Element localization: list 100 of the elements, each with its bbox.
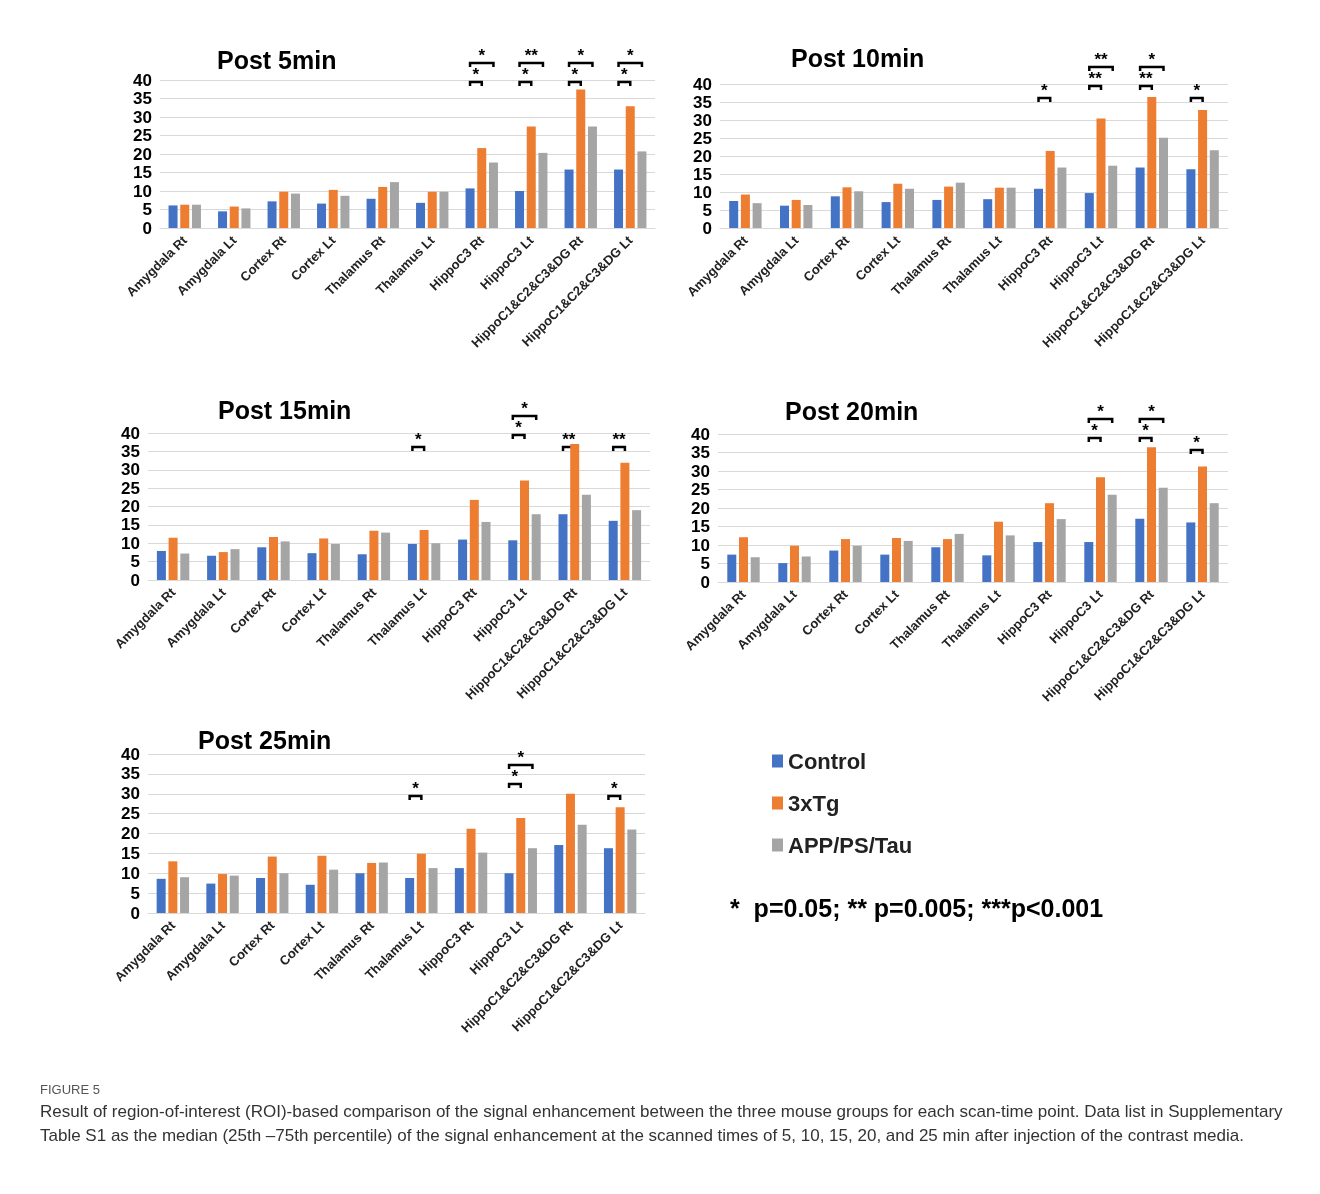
annotation: ** (562, 430, 576, 449)
bar (180, 204, 190, 228)
bar (1209, 503, 1219, 582)
bar (508, 540, 518, 580)
bar (389, 182, 399, 228)
bar (526, 126, 536, 228)
y-tick-label: 40 (133, 70, 152, 90)
bar (565, 793, 575, 913)
chart-title: Post 5min (217, 45, 337, 74)
bar (328, 189, 338, 228)
bar (405, 878, 415, 913)
text: * (1148, 402, 1156, 421)
annotation: * (472, 65, 480, 84)
annotation: * (1091, 421, 1099, 440)
bar (729, 201, 739, 228)
bar (366, 198, 376, 228)
bar (329, 869, 339, 913)
bar (983, 199, 993, 228)
bar (1107, 494, 1117, 582)
bar (1108, 165, 1118, 228)
bar (307, 553, 317, 580)
bar (317, 855, 327, 913)
bar (416, 853, 426, 913)
bar (515, 191, 525, 228)
bar (230, 549, 240, 580)
y-tick-label: 40 (691, 424, 710, 444)
bar (880, 554, 890, 582)
y-tick-label: 15 (121, 515, 140, 535)
bar (614, 169, 624, 228)
text: * p=0.05; ** p=0.005; ***p<0.001 (730, 893, 1104, 922)
bar (267, 856, 277, 913)
chart-title: Post 10min (791, 43, 925, 72)
bar (465, 188, 475, 228)
bar (290, 193, 300, 228)
bar (637, 151, 647, 228)
bar (1135, 518, 1145, 582)
bar (168, 861, 178, 913)
y-tick-label: 0 (702, 218, 712, 238)
text: ** (1094, 50, 1108, 69)
bar (428, 868, 438, 913)
bar (279, 191, 289, 228)
bar (1096, 477, 1105, 582)
bar (625, 106, 635, 228)
annotation: * (511, 767, 519, 786)
bar (842, 187, 852, 228)
bar (241, 208, 251, 228)
bar (994, 187, 1004, 228)
bar (218, 874, 228, 913)
bar (1084, 542, 1094, 582)
text: Result of region-of-interest (ROI)-based comparison of the signal enhancement between the three mouse groups for each scan-time point. Data list in Supplementary Table S1 as the median (25th –75th percentile) of the signal enhancement at the scanned times of 5, 10, 15, 20, and 25 min after injection of the contrast media. (40, 1101, 1284, 1147)
bar (279, 873, 289, 913)
y-tick-label: 25 (693, 128, 712, 148)
bar (381, 532, 391, 580)
y-tick-label: 10 (693, 182, 712, 202)
bar (1198, 109, 1208, 228)
bar (439, 191, 449, 228)
bar (778, 563, 788, 582)
bar (280, 541, 290, 580)
y-tick-label: 30 (121, 784, 140, 804)
y-tick-label: 10 (691, 535, 710, 555)
bar (330, 543, 340, 580)
bar (369, 530, 379, 580)
bar (419, 530, 429, 580)
bar (750, 557, 760, 582)
bar (206, 883, 216, 913)
y-tick-label: 30 (133, 107, 152, 127)
bar (1006, 187, 1016, 228)
bar (752, 203, 762, 228)
text: * (1097, 402, 1105, 421)
annotation: * (515, 418, 523, 437)
y-tick-label: 10 (121, 533, 140, 553)
bar (740, 194, 750, 228)
y-tick-label: 20 (121, 824, 140, 843)
bar (378, 186, 388, 228)
bar (269, 537, 278, 580)
bar (627, 829, 637, 913)
chart-title: Post 15min (218, 395, 352, 424)
bar (257, 547, 267, 580)
bar (431, 543, 441, 580)
bar (531, 514, 541, 580)
bar (478, 852, 488, 913)
y-tick-label: 0 (130, 903, 140, 923)
legend-label: Control (788, 748, 867, 774)
bar (615, 807, 625, 913)
y-tick-label: 25 (133, 126, 152, 145)
bar (944, 186, 954, 228)
bar (931, 547, 941, 582)
y-tick-label: 20 (693, 146, 712, 166)
bar (852, 545, 862, 582)
bar (305, 884, 315, 913)
y-tick-label: 15 (693, 164, 712, 184)
y-tick-label: 35 (691, 443, 710, 462)
bar (367, 862, 377, 913)
y-tick-label: 0 (130, 570, 140, 590)
bar (267, 201, 277, 228)
bar (488, 162, 498, 228)
bar (466, 828, 476, 913)
bar (830, 196, 840, 228)
bar (893, 183, 903, 228)
bar (191, 204, 201, 228)
